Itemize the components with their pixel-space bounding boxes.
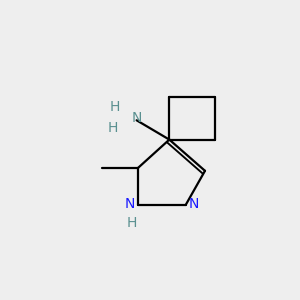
- Text: N: N: [131, 111, 142, 125]
- Text: H: H: [108, 121, 118, 135]
- Text: N: N: [125, 196, 135, 211]
- Text: H: H: [109, 100, 119, 114]
- Text: N: N: [189, 196, 199, 211]
- Text: H: H: [127, 216, 137, 230]
